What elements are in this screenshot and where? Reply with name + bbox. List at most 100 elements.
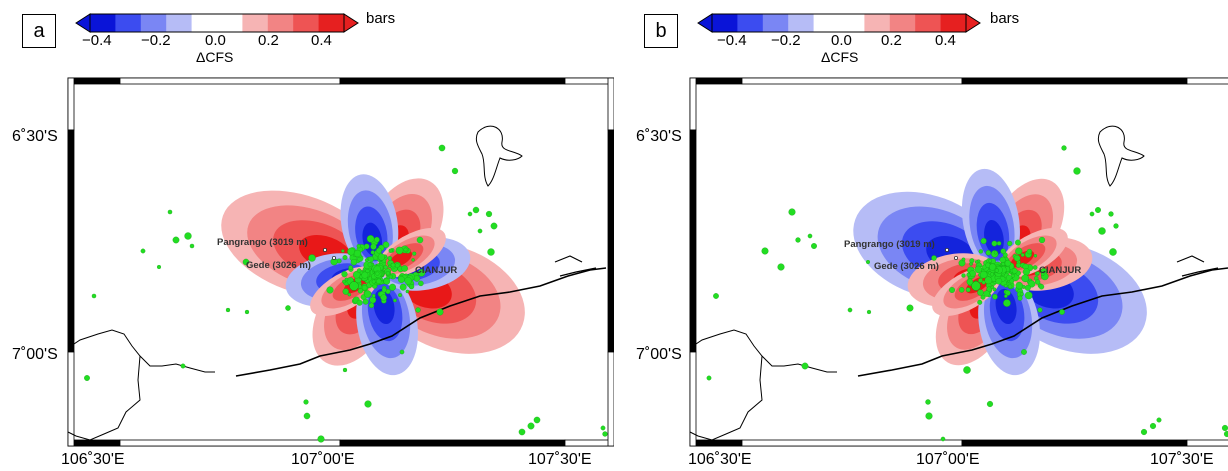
aftershock-dot <box>958 287 965 293</box>
aftershock-dot <box>342 279 346 284</box>
aftershock-dot <box>375 271 380 276</box>
aftershock-dot <box>387 264 392 269</box>
colorbar-segment <box>242 14 269 32</box>
aftershock-dot <box>140 248 146 254</box>
aftershock-dot <box>1089 211 1095 217</box>
colorbar-tick: −0.4 <box>82 32 112 49</box>
frame-scale-bar <box>339 77 566 85</box>
aftershock-dot <box>225 307 231 313</box>
place-label-pangrango: Pangrango (3019 m) <box>844 239 935 250</box>
aftershock-dot <box>1000 248 1006 254</box>
aftershock-dot <box>167 209 173 215</box>
aftershock-dot <box>1017 295 1023 301</box>
aftershock-dot <box>1113 223 1119 229</box>
aftershock-dot <box>172 236 180 244</box>
colorbar-segment <box>864 14 891 32</box>
aftershock-dot <box>409 284 415 290</box>
aftershock-dot <box>1004 294 1008 298</box>
aftershock-dot <box>1040 272 1045 276</box>
lon-label: 107˚00'E <box>291 451 355 468</box>
frame-scale-bar <box>607 351 614 447</box>
aftershock-dot <box>308 254 316 262</box>
aftershock-dot <box>980 237 987 244</box>
aftershock-dot <box>925 399 931 405</box>
fault-trace-minor <box>1176 255 1219 277</box>
aftershock-dot <box>380 294 387 301</box>
colorbar-unit: bars <box>990 10 1020 27</box>
aftershock-dot <box>189 243 195 249</box>
aftershock-dot <box>371 279 376 284</box>
aftershock-dot <box>533 416 541 424</box>
aftershock-dot <box>415 307 421 313</box>
aftershock-dot <box>356 299 363 306</box>
aftershock-dot <box>1001 262 1006 266</box>
colorbar-segment <box>191 14 218 32</box>
aftershock-dot <box>184 232 192 240</box>
aftershock-dot <box>963 366 971 374</box>
stress-lobe <box>373 288 395 325</box>
aftershock-dot <box>1019 292 1024 296</box>
aftershock-dot <box>370 250 375 255</box>
lat-label: 6˚30'S <box>636 128 682 145</box>
aftershock-dot <box>303 399 309 405</box>
aftershock-dot <box>1095 207 1101 213</box>
place-label-cianjur: CIANJUR <box>415 265 458 276</box>
panel-label: b <box>644 14 678 48</box>
aftershock-dot <box>347 292 352 297</box>
aftershock-dot <box>1003 284 1008 288</box>
colorbar-segment <box>839 14 865 32</box>
colorbar-arrow-right <box>965 13 981 33</box>
fault-trace-minor <box>554 255 597 277</box>
lat-label: 7˚00'S <box>12 346 58 363</box>
frame-scale-bar <box>1186 77 1228 85</box>
aftershock-dot <box>931 255 937 261</box>
aftershock-dot <box>395 246 404 255</box>
colorbar-tick: 0.2 <box>881 32 902 49</box>
aftershock-dot <box>416 236 424 244</box>
aftershock-dot <box>356 244 361 249</box>
frame-scale-bar <box>741 439 963 447</box>
aftershock-dot <box>974 260 979 264</box>
coastline-bay-island <box>1097 125 1145 187</box>
aftershock-dot <box>352 270 361 279</box>
aftershock-dot <box>376 278 382 284</box>
aftershock-dot <box>1015 239 1021 246</box>
aftershock-dot <box>925 412 933 420</box>
aftershock-dot <box>1221 424 1228 432</box>
aftershock-dot <box>1073 167 1081 175</box>
aftershock-dot <box>1038 236 1046 244</box>
aftershock-dot <box>994 268 999 273</box>
aftershock-dot <box>383 277 391 285</box>
colorbar-tick: 0.4 <box>935 32 956 49</box>
aftershock-dot <box>364 290 372 298</box>
aftershock-dot <box>399 349 405 355</box>
aftershock-dot <box>348 265 353 270</box>
aftershock-dot <box>356 268 362 273</box>
aftershock-dot <box>993 250 998 255</box>
lon-label: 107˚30'E <box>1150 451 1214 468</box>
aftershock-dot <box>371 293 376 298</box>
aftershock-dot <box>965 287 971 293</box>
aftershock-dot <box>412 251 417 256</box>
aftershock-dot <box>369 296 377 304</box>
aftershock-dot <box>988 259 993 263</box>
aftershock-dot <box>367 262 373 267</box>
aftershock-dot <box>393 298 397 303</box>
frame-scale-bar <box>961 439 1188 447</box>
aftershock-dot <box>1004 290 1011 296</box>
aftershock-dot <box>394 263 400 268</box>
aftershock-dot <box>518 428 526 436</box>
aftershock-dot <box>1036 271 1040 275</box>
colorbar-tick: 0.4 <box>311 32 332 49</box>
aftershock-dot <box>1015 247 1023 255</box>
lon-label: 107˚30'E <box>528 451 592 468</box>
place-label-gede: Gede (3026 m) <box>246 260 311 271</box>
frame-scale-bar <box>119 77 341 85</box>
aftershock-dot <box>602 431 608 437</box>
aftershock-dot <box>180 363 186 369</box>
frame-scale-bar <box>689 129 697 353</box>
aftershock-dot <box>866 309 872 315</box>
frame-scale-bar <box>339 439 566 447</box>
aftershock-dot <box>285 305 291 311</box>
aftershock-dot <box>1015 281 1023 290</box>
